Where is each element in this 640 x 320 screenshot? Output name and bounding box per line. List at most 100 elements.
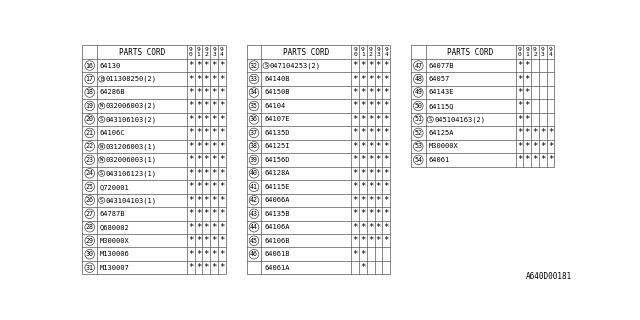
Text: *: * xyxy=(188,156,193,164)
Text: *: * xyxy=(376,75,381,84)
Text: 45: 45 xyxy=(250,238,258,244)
Text: *: * xyxy=(204,209,209,218)
Text: Q720001: Q720001 xyxy=(100,184,129,190)
Text: *: * xyxy=(196,156,201,164)
Text: *: * xyxy=(188,115,193,124)
Text: *: * xyxy=(353,209,358,218)
Text: *: * xyxy=(360,223,365,232)
Text: *: * xyxy=(376,169,381,178)
Text: 64057: 64057 xyxy=(428,76,450,82)
Text: *: * xyxy=(204,142,209,151)
Text: *: * xyxy=(353,196,358,205)
Text: *: * xyxy=(188,250,193,259)
Text: 9
2: 9 2 xyxy=(533,47,537,57)
Text: 045104163(2): 045104163(2) xyxy=(434,116,485,123)
Text: *: * xyxy=(516,156,522,164)
Text: *: * xyxy=(353,128,358,137)
Text: 21: 21 xyxy=(86,130,93,136)
Text: *: * xyxy=(376,101,381,110)
Text: *: * xyxy=(360,128,365,137)
Text: *: * xyxy=(211,169,217,178)
Text: *: * xyxy=(376,182,381,191)
Text: *: * xyxy=(211,156,217,164)
Text: *: * xyxy=(196,169,201,178)
Text: W: W xyxy=(100,157,103,162)
Text: 47: 47 xyxy=(414,62,422,68)
Text: 9
3: 9 3 xyxy=(541,47,545,57)
Text: *: * xyxy=(196,75,201,84)
Text: *: * xyxy=(376,88,381,97)
Text: Q680002: Q680002 xyxy=(100,224,129,230)
Text: *: * xyxy=(196,209,201,218)
Text: 16: 16 xyxy=(86,62,93,68)
Text: S: S xyxy=(100,171,103,176)
Bar xyxy=(411,45,554,167)
Text: S: S xyxy=(100,198,103,203)
Text: *: * xyxy=(353,61,358,70)
Text: 43: 43 xyxy=(250,211,258,217)
Text: *: * xyxy=(516,128,522,137)
Text: PARTS CORD: PARTS CORD xyxy=(119,48,165,57)
Bar xyxy=(83,45,226,275)
Text: PARTS CORD: PARTS CORD xyxy=(447,48,493,57)
Text: 34: 34 xyxy=(250,90,258,95)
Text: *: * xyxy=(368,196,373,205)
Text: *: * xyxy=(196,142,201,151)
Text: *: * xyxy=(376,196,381,205)
Text: 64143E: 64143E xyxy=(428,90,454,95)
Text: *: * xyxy=(196,88,201,97)
Text: M130006: M130006 xyxy=(100,251,129,257)
Text: *: * xyxy=(219,142,225,151)
Text: *: * xyxy=(353,101,358,110)
Text: *: * xyxy=(360,209,365,218)
Text: *: * xyxy=(548,128,553,137)
Text: *: * xyxy=(525,75,530,84)
Text: 36: 36 xyxy=(250,116,258,123)
Text: *: * xyxy=(360,88,365,97)
Text: *: * xyxy=(211,128,217,137)
Text: *: * xyxy=(376,128,381,137)
Text: *: * xyxy=(353,88,358,97)
Text: *: * xyxy=(353,115,358,124)
Text: 011308250(2): 011308250(2) xyxy=(106,76,156,82)
Text: *: * xyxy=(204,196,209,205)
Text: *: * xyxy=(211,75,217,84)
Text: *: * xyxy=(516,75,522,84)
Text: *: * xyxy=(368,169,373,178)
Text: *: * xyxy=(516,115,522,124)
Text: *: * xyxy=(219,263,225,272)
Text: *: * xyxy=(211,223,217,232)
Text: *: * xyxy=(368,156,373,164)
Text: *: * xyxy=(516,88,522,97)
Text: *: * xyxy=(376,209,381,218)
Text: *: * xyxy=(516,101,522,110)
Text: M130007: M130007 xyxy=(100,265,129,271)
Text: *: * xyxy=(219,209,225,218)
Text: *: * xyxy=(219,196,225,205)
Text: *: * xyxy=(532,156,538,164)
Text: 9
4: 9 4 xyxy=(548,47,552,57)
Text: 48: 48 xyxy=(414,76,422,82)
Text: *: * xyxy=(219,75,225,84)
Text: *: * xyxy=(219,115,225,124)
Text: B: B xyxy=(100,76,103,82)
Text: *: * xyxy=(532,128,538,137)
Text: 64106B: 64106B xyxy=(264,238,289,244)
Text: *: * xyxy=(204,128,209,137)
Text: *: * xyxy=(196,223,201,232)
Text: 043106103(2): 043106103(2) xyxy=(106,116,156,123)
Text: 35: 35 xyxy=(250,103,258,109)
Text: *: * xyxy=(196,61,201,70)
Text: 53: 53 xyxy=(414,143,422,149)
Text: *: * xyxy=(219,250,225,259)
Text: 32: 32 xyxy=(250,62,258,68)
Text: *: * xyxy=(188,101,193,110)
Text: *: * xyxy=(360,263,365,272)
Text: *: * xyxy=(360,182,365,191)
Text: *: * xyxy=(525,115,530,124)
Text: 64286B: 64286B xyxy=(100,90,125,95)
Text: *: * xyxy=(525,128,530,137)
Text: *: * xyxy=(188,196,193,205)
Text: *: * xyxy=(548,156,553,164)
Text: *: * xyxy=(368,128,373,137)
